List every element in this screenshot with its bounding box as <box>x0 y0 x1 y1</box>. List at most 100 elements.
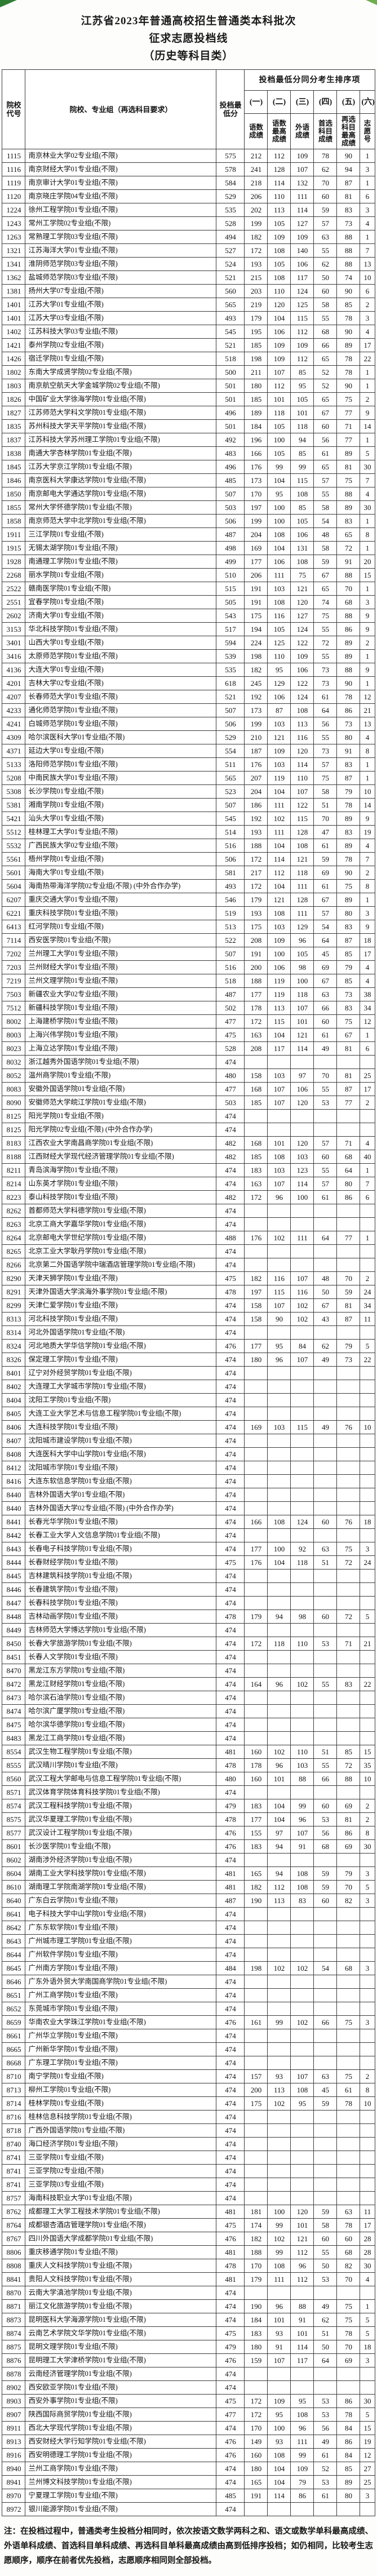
cell-sort-4 <box>313 1664 338 1678</box>
cell-sort-3: 108 <box>290 1866 314 1881</box>
cell-college-code: 8907 <box>2 2407 26 2422</box>
cell-sort-4: 66 <box>313 1772 338 1786</box>
cell-sort-1: 202 <box>244 203 268 217</box>
cell-college-group: 沈阳城市建设学院01专业组(不限) <box>25 1434 217 1448</box>
cell-sort-4: 70 <box>313 812 338 826</box>
cell-college-code: 8873 <box>2 2313 26 2327</box>
cell-college-group: 东莞城市学院01专业组(不限) <box>25 2002 217 2016</box>
cell-college-group: 泰山科技学院01专业组(不限) <box>25 1190 217 1204</box>
cell-sort-4: 61 <box>313 879 338 893</box>
cell-min-score: 518 <box>216 352 245 366</box>
cell-sort-5: 86 <box>336 2394 361 2408</box>
cell-sort-5: 77 <box>336 433 361 447</box>
cell-sort-2: 105 <box>267 446 291 460</box>
cell-sort-6: 15 <box>360 1745 375 1759</box>
cell-college-code: 8401 <box>2 1366 26 1380</box>
table-row: 8767 四川外国语大学成都学院01专业组(不限) 476 182 102 121 60 60… <box>2 2232 375 2246</box>
cell-sort-1 <box>244 1853 268 1867</box>
cell-sort-4: 54 <box>313 1961 338 1975</box>
cell-sort-2: 119 <box>267 987 291 1001</box>
cell-sort-3 <box>290 1325 314 1340</box>
cell-sort-5: 84 <box>336 2448 361 2462</box>
cell-sort-6: 22 <box>360 352 375 366</box>
cell-sort-6: 3 <box>360 162 375 176</box>
cell-sort-3 <box>290 2151 314 2165</box>
cell-sort-4: 55 <box>313 1677 338 1691</box>
cell-sort-4: 48 <box>313 527 338 542</box>
sort-item-label-2: 语数最高成绩 <box>267 113 291 149</box>
cell-college-code: 8602 <box>2 1853 26 1867</box>
cell-sort-3: 100 <box>290 1190 314 1204</box>
sort-item-label-3: 外语成绩 <box>290 113 314 149</box>
cell-college-group: 南京财经大学01专业组(不限) <box>25 162 217 176</box>
table-row: 8913 西安财经大学行知学院01专业组(不限) 476 149 93 111 49 86 19 <box>2 2435 375 2449</box>
cell-sort-4: 78 <box>313 149 338 163</box>
cell-sort-1: 208 <box>244 933 268 947</box>
cell-sort-6 <box>360 1501 375 1515</box>
cell-sort-6: 28 <box>360 2245 375 2259</box>
cell-sort-1 <box>244 1664 268 1678</box>
cell-sort-6: 1 <box>360 2299 375 2313</box>
cell-college-code: 8870 <box>2 2286 26 2300</box>
cell-college-code: 8940 <box>2 2462 26 2476</box>
cell-sort-5: 80 <box>336 730 361 744</box>
cell-sort-6 <box>360 1109 375 1123</box>
table-row: 8188 江西财经大学现代经济管理学院01专业组(不限) 482 185 108 103 6… <box>2 1150 375 1164</box>
cell-min-score: 515 <box>216 582 245 596</box>
cell-college-code: 4309 <box>2 730 26 744</box>
cell-college-group: 黑龙江东方学院01专业组(不限) <box>25 1664 217 1678</box>
table-row: 1838 南通大学杏林学院01专业组(不限) 483 166 105 85 61 89 5 <box>2 446 375 460</box>
cell-sort-1: 204 <box>244 784 268 799</box>
cell-college-code: 8440 <box>2 1501 26 1515</box>
cell-college-group: 重庆交通大学01专业组(不限) <box>25 893 217 907</box>
cell-college-code: 8299 <box>2 1298 26 1313</box>
cell-sort-4: 55 <box>313 487 338 501</box>
cell-sort-6 <box>360 1948 375 1962</box>
cell-min-score: 474 <box>216 1785 245 1799</box>
cell-sort-2: 107 <box>267 365 291 379</box>
cell-sort-1: 178 <box>244 1001 268 1015</box>
cell-sort-4: 61 <box>313 2489 338 2503</box>
cell-sort-4: 61 <box>313 690 338 704</box>
cell-college-code: 8652 <box>2 2002 26 2016</box>
cell-college-group: 中南民族大学01专业组(不限) <box>25 771 217 785</box>
cell-sort-6: 3 <box>360 906 375 920</box>
cell-sort-6: 1 <box>360 176 375 190</box>
cell-sort-4: 60 <box>313 1014 338 1028</box>
cell-sort-4: 57 <box>313 1177 338 1191</box>
cell-min-score: 478 <box>216 1812 245 1826</box>
cell-sort-2 <box>267 1528 291 1542</box>
cell-sort-3 <box>290 1704 314 1718</box>
cell-sort-4: 55 <box>313 1163 338 1177</box>
cell-sort-6: 4 <box>360 487 375 501</box>
cell-sort-6: 12 <box>360 1014 375 1028</box>
cell-college-group: 海口经济学院01专业组(不限) <box>25 2137 217 2151</box>
cell-sort-5: 87 <box>336 933 361 947</box>
cell-college-code: 1835 <box>2 419 26 433</box>
cell-sort-6 <box>360 1366 375 1380</box>
cell-college-group: 首都师范大学科德学院01专业组(不限) <box>25 1204 217 1218</box>
cell-sort-2: 106 <box>267 555 291 569</box>
cell-college-code: 8716 <box>2 2110 26 2124</box>
cell-college-group: 桂林学院01专业组(不限) <box>25 2096 217 2111</box>
cell-sort-6 <box>360 2502 375 2516</box>
cell-sort-1: 208 <box>244 1041 268 1056</box>
cell-sort-3 <box>290 1055 314 1069</box>
cell-college-code: 5601 <box>2 866 26 880</box>
cell-sort-4: 55 <box>313 2245 338 2259</box>
cell-sort-6: 21 <box>360 703 375 717</box>
cell-sort-3: 122 <box>290 676 314 690</box>
cell-college-group: 重庆移通学院01专业组(不限) <box>25 2245 217 2259</box>
cell-sort-1: 184 <box>244 2313 268 2327</box>
cell-sort-5: 81 <box>336 460 361 474</box>
table-row: 1846 南京医科大学康达学院01专业组(不限) 485 173 104 115 57 75 7 <box>2 473 375 487</box>
cell-sort-4: 64 <box>313 1231 338 1245</box>
cell-sort-5: 87 <box>336 771 361 785</box>
cell-sort-1: 206 <box>244 568 268 582</box>
cell-sort-3 <box>290 1204 314 1218</box>
cell-min-score: 506 <box>216 852 245 866</box>
table-row: 8408 大连医科大学中山学院01专业组(不限) 474 <box>2 1447 375 1461</box>
cell-college-code: 8266 <box>2 1258 26 1272</box>
cell-sort-5: 78 <box>336 2407 361 2422</box>
cell-sort-1: 172 <box>244 1637 268 1651</box>
